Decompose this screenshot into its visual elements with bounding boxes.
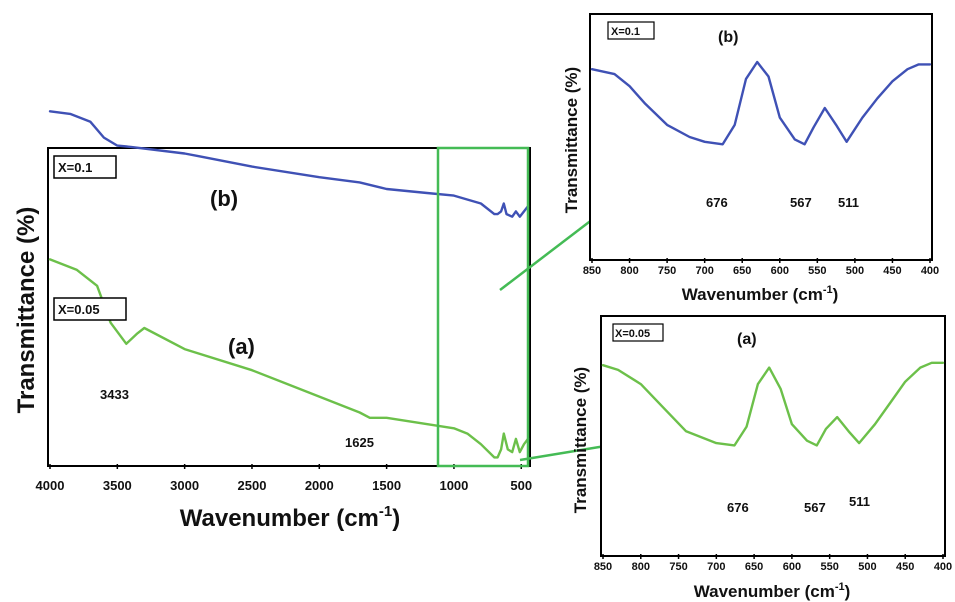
main-peak-label-1625: 1625 [345, 435, 374, 450]
x-tick-label-800: 800 [632, 561, 650, 573]
inset-a-panel-label: (a) [737, 331, 757, 348]
main-legend-a-text: X=0.05 [58, 302, 100, 317]
main-series [48, 110, 530, 459]
x-tick-label-450: 450 [896, 561, 914, 573]
x-tick-label-500: 500 [846, 265, 864, 277]
x-tick-label-650: 650 [733, 265, 751, 277]
inset-a-peak-567: 567 [804, 500, 826, 515]
inset-b-peak-567: 567 [790, 195, 812, 210]
inset-b-plot-frame [589, 13, 933, 261]
inset-a-x-axis-title: Wavenumber (cm-1) [694, 581, 851, 601]
main-x-ticks: 4000 3500 3000 2500 2000 1500 1000 500 [36, 464, 532, 493]
x-tick-label-700: 700 [707, 561, 725, 573]
main-x-axis-title: Wavenumber (cm-1) [180, 503, 401, 532]
inset-b-peak-676: 676 [706, 195, 728, 210]
inset-b-panel-label: (b) [718, 29, 738, 46]
x-tick-label-850: 850 [594, 561, 612, 573]
inset-a-peak-676: 676 [727, 500, 749, 515]
main-x-axis-title-close: ) [392, 505, 400, 532]
x-tick-label-800: 800 [620, 265, 638, 277]
main-peak-label-3433: 3433 [100, 387, 129, 402]
inset-b-chart: 850 800 750 700 650 600 550 500 450 400 X=0.1 (b)… [562, 13, 939, 304]
main-legend-b: X=0.1 [53, 155, 117, 179]
main-y-axis-title: Transmittance (%) [13, 207, 40, 414]
main-legend-a-box [53, 297, 127, 321]
x-tick-label-3000: 3000 [170, 478, 199, 493]
series-line-x-0-05 [601, 361, 945, 447]
x-tick-label-500: 500 [510, 478, 532, 493]
inset-a-x-axis-title-close: ) [845, 582, 851, 601]
series-line-x-0-1 [48, 110, 530, 218]
main-chart: 4000 3500 3000 2500 2000 1500 1000 500 Transmit… [13, 110, 532, 532]
x-tick-label-600: 600 [783, 561, 801, 573]
x-tick-label-2000: 2000 [305, 478, 334, 493]
main-panel-label-a: (a) [228, 334, 255, 359]
inset-a-legend: X=0.05 [612, 323, 664, 342]
x-tick-label-600: 600 [771, 265, 789, 277]
x-tick-label-750: 750 [669, 561, 687, 573]
main-panel-label-b: (b) [210, 186, 238, 211]
x-tick-label-3500: 3500 [103, 478, 132, 493]
inset-a-x-axis-title-sup: -1 [835, 581, 845, 593]
inset-a-series [601, 361, 945, 447]
x-tick-label-1500: 1500 [372, 478, 401, 493]
main-legend-b-box [53, 155, 117, 179]
inset-b-series [590, 60, 932, 146]
inset-b-x-axis-title-sup: -1 [823, 284, 833, 296]
x-tick-label-850: 850 [583, 265, 601, 277]
inset-b-y-axis-title: Transmittance (%) [562, 67, 581, 213]
x-tick-label-4000: 4000 [36, 478, 65, 493]
inset-a-x-axis-title-text: Wavenumber (cm [694, 582, 835, 601]
inset-b-legend-box [607, 21, 655, 40]
inset-b-peak-511: 511 [838, 195, 859, 210]
main-x-axis-title-sup: -1 [379, 503, 392, 520]
main-x-axis-title-text: Wavenumber (cm [180, 505, 379, 532]
inset-b-x-axis-title: Wavenumber (cm-1) [682, 284, 839, 304]
inset-b-legend: X=0.1 [607, 21, 655, 40]
inset-a-chart: 850 800 750 700 650 600 550 500 450 400 X=0.05 (a… [571, 315, 952, 601]
inset-a-legend-text: X=0.05 [615, 328, 650, 340]
series-line-x-0-05 [48, 258, 530, 459]
inset-a-peak-511: 511 [849, 494, 870, 509]
main-legend-b-text: X=0.1 [58, 160, 92, 175]
highlight-box [436, 146, 530, 468]
inset-b-legend-text: X=0.1 [611, 26, 640, 38]
main-legend-a: X=0.05 [53, 297, 127, 321]
inset-b-x-axis-title-close: ) [833, 285, 839, 304]
inset-a-legend-box [612, 323, 664, 342]
x-tick-label-500: 500 [858, 561, 876, 573]
series-line-x-0-1 [590, 60, 932, 146]
x-tick-label-450: 450 [883, 265, 901, 277]
x-tick-label-400: 400 [921, 265, 939, 277]
x-tick-label-1000: 1000 [439, 478, 468, 493]
x-tick-label-650: 650 [745, 561, 763, 573]
inset-b-x-ticks: 850 800 750 700 650 600 550 500 450 400 [583, 258, 939, 277]
inset-b-x-axis-title-text: Wavenumber (cm [682, 285, 823, 304]
inset-a-y-axis-title: Transmittance (%) [571, 367, 590, 513]
x-tick-label-2500: 2500 [238, 478, 267, 493]
inset-a-plot-frame [600, 315, 946, 557]
x-tick-label-400: 400 [934, 561, 952, 573]
main-plot-frame [47, 147, 531, 467]
x-tick-label-550: 550 [820, 561, 838, 573]
inset-a-x-ticks: 850 800 750 700 650 600 550 500 450 400 [594, 554, 952, 573]
x-tick-label-700: 700 [695, 265, 713, 277]
x-tick-label-550: 550 [808, 265, 826, 277]
x-tick-label-750: 750 [658, 265, 676, 277]
